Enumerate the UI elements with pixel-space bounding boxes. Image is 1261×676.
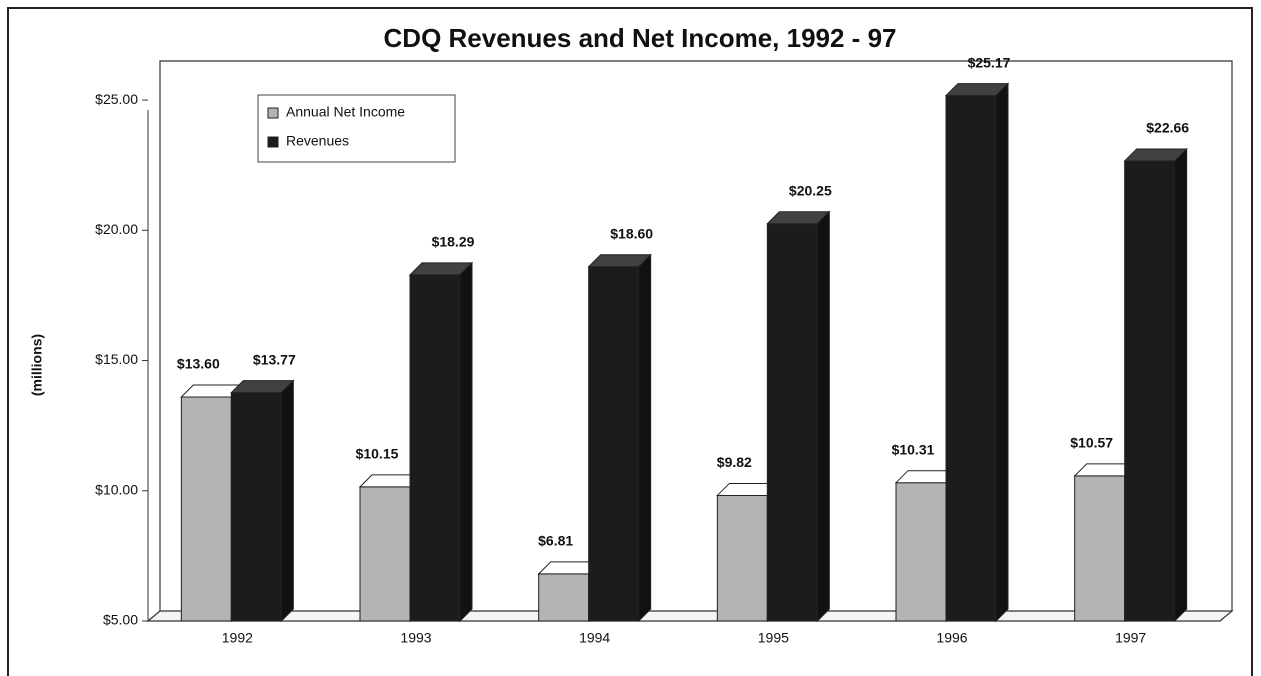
bar-side <box>995 82 1009 623</box>
bar <box>230 379 295 623</box>
legend-label: Annual Net Income <box>286 104 405 120</box>
bar-side <box>1174 147 1188 623</box>
value-label: $22.66 <box>1146 120 1189 136</box>
value-label: $18.60 <box>610 225 653 241</box>
legend-swatch <box>267 107 279 119</box>
legend-label: Revenues <box>286 133 349 149</box>
bar <box>587 253 652 623</box>
bar-front <box>180 396 232 622</box>
bar-front <box>409 274 461 622</box>
bar-side <box>459 261 473 623</box>
bar-front <box>1074 475 1126 622</box>
value-label: $10.57 <box>1070 435 1113 451</box>
bar-front <box>230 392 282 622</box>
bar-front <box>538 573 590 622</box>
value-label: $13.77 <box>253 351 296 367</box>
bar-side <box>280 379 294 623</box>
value-label: $9.82 <box>717 454 752 470</box>
bar-side <box>816 210 830 623</box>
bar <box>944 82 1010 623</box>
value-label: $13.60 <box>177 356 220 372</box>
y-tick-label: $5.00 <box>103 612 138 628</box>
x-tick-label: 1992 <box>222 630 253 646</box>
bar-side <box>638 253 652 623</box>
bar <box>1123 147 1188 623</box>
back-wall <box>159 60 1233 611</box>
bar-front <box>359 486 411 622</box>
value-label: $6.81 <box>538 533 573 549</box>
bar <box>766 210 831 623</box>
bar-front <box>1124 160 1176 622</box>
value-label: $18.29 <box>432 234 475 250</box>
x-tick-label: 1997 <box>1115 630 1146 646</box>
y-axis-label: (millions) <box>29 334 45 396</box>
x-tick-label: 1996 <box>936 630 967 646</box>
bar-front <box>945 95 997 622</box>
value-label: $20.25 <box>789 182 832 198</box>
y-tick-label: $20.00 <box>95 221 138 237</box>
bar-front <box>588 266 640 622</box>
value-label: $10.15 <box>356 446 399 462</box>
chart-title: CDQ Revenues and Net Income, 1992 - 97 <box>384 23 897 53</box>
bar-front <box>716 494 768 622</box>
floor <box>146 610 1234 622</box>
frame <box>7 7 1253 676</box>
y-tick-label: $10.00 <box>95 481 138 497</box>
bar-front <box>895 482 947 622</box>
value-label: $10.31 <box>892 441 935 457</box>
bar-front <box>766 223 818 622</box>
bar <box>408 261 474 623</box>
x-tick-label: 1994 <box>579 630 610 646</box>
legend-swatch <box>267 136 279 148</box>
y-tick-label: $25.00 <box>95 91 138 107</box>
x-tick-label: 1995 <box>758 630 789 646</box>
value-label: $25.17 <box>968 54 1011 70</box>
legend <box>257 94 456 163</box>
y-tick-label: $15.00 <box>95 351 138 367</box>
x-tick-label: 1993 <box>400 630 431 646</box>
